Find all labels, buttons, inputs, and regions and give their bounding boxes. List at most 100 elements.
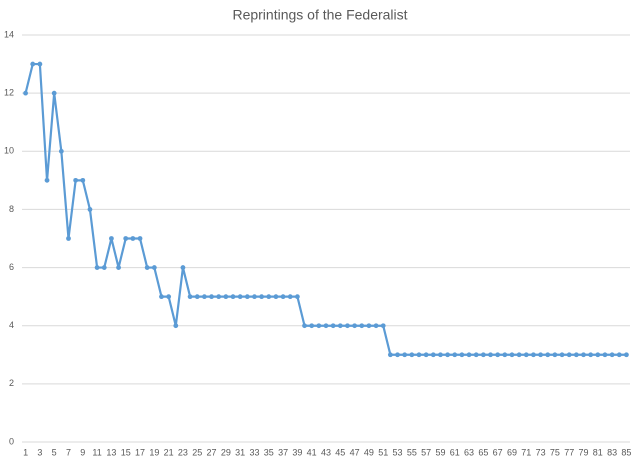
data-point	[166, 294, 172, 300]
data-point	[345, 323, 350, 329]
data-point	[202, 294, 207, 300]
data-point	[173, 323, 179, 329]
data-point	[523, 352, 529, 358]
data-point	[302, 323, 307, 329]
x-tick-label: 73	[536, 447, 546, 457]
data-point	[488, 352, 493, 358]
x-tick-label: 23	[178, 447, 188, 457]
data-point	[566, 352, 572, 358]
data-point	[273, 294, 279, 300]
data-point	[123, 236, 129, 241]
x-tick-label: 39	[292, 447, 302, 457]
x-tick-label: 15	[121, 447, 131, 457]
x-tick-label: 13	[106, 447, 116, 457]
data-point	[573, 352, 579, 358]
data-point	[409, 352, 415, 358]
data-point	[87, 207, 93, 212]
x-tick-label: 61	[450, 447, 460, 457]
x-tick-label: 19	[149, 447, 159, 457]
data-point	[294, 294, 300, 300]
x-tick-label: 81	[593, 447, 603, 457]
x-tick-label: 33	[249, 447, 259, 457]
data-point	[101, 265, 107, 270]
x-tick-label: 63	[464, 447, 474, 457]
data-point	[316, 323, 322, 329]
data-point	[559, 352, 565, 358]
y-tick-label: 8	[9, 204, 14, 214]
data-point	[373, 323, 379, 329]
data-point	[466, 352, 472, 358]
x-tick-label: 69	[507, 447, 517, 457]
y-tick-label: 2	[9, 378, 14, 388]
data-point	[187, 294, 193, 300]
data-point	[252, 294, 257, 300]
data-point	[445, 352, 450, 358]
x-tick-label: 67	[493, 447, 503, 457]
y-tick-label: 0	[9, 436, 14, 446]
x-tick-label: 7	[66, 447, 71, 457]
data-point	[423, 352, 429, 358]
x-tick-label: 51	[378, 447, 388, 457]
data-point	[552, 352, 558, 358]
data-point	[509, 352, 515, 358]
x-tick-label: 77	[564, 447, 574, 457]
x-tick-label: 21	[164, 447, 174, 457]
y-tick-label: 12	[4, 88, 14, 98]
x-tick-label: 47	[350, 447, 360, 457]
data-point	[280, 294, 286, 300]
data-point	[151, 265, 157, 270]
data-point	[531, 352, 536, 358]
data-point	[73, 177, 79, 183]
data-point	[380, 323, 386, 329]
data-point	[538, 352, 543, 358]
data-point	[58, 148, 64, 154]
data-point	[30, 61, 36, 67]
x-tick-label: 35	[264, 447, 274, 457]
data-point	[395, 352, 400, 358]
x-tick-label: 1	[23, 447, 28, 457]
data-point	[402, 352, 408, 358]
x-tick-label: 9	[80, 447, 85, 457]
data-point	[194, 294, 200, 300]
data-point	[366, 323, 372, 329]
x-tick-label: 43	[321, 447, 331, 457]
data-point	[130, 236, 136, 241]
data-point	[495, 352, 501, 358]
data-point	[387, 352, 393, 358]
data-point	[116, 265, 121, 270]
data-point	[137, 236, 143, 241]
data-point	[223, 294, 229, 300]
x-tick-label: 45	[335, 447, 345, 457]
data-point	[337, 323, 343, 329]
x-tick-label: 57	[421, 447, 431, 457]
x-tick-label: 65	[478, 447, 488, 457]
y-tick-label: 14	[4, 29, 14, 39]
data-point	[51, 90, 57, 96]
y-tick-label: 10	[4, 146, 14, 156]
x-tick-label: 49	[364, 447, 374, 457]
data-point	[37, 61, 43, 67]
x-tick-label: 79	[578, 447, 588, 457]
data-point	[452, 352, 458, 358]
data-point	[516, 352, 522, 358]
x-tick-label: 83	[607, 447, 617, 457]
data-point	[230, 294, 236, 300]
x-tick-label: 27	[207, 447, 217, 457]
data-point	[438, 352, 443, 358]
data-point	[330, 323, 336, 329]
x-tick-label: 31	[235, 447, 245, 457]
x-tick-label: 5	[52, 447, 57, 457]
data-point	[266, 294, 272, 300]
x-tick-label: 71	[521, 447, 531, 457]
x-tick-label: 3	[37, 447, 42, 457]
data-point	[80, 177, 86, 183]
data-point	[430, 352, 436, 358]
data-point	[287, 294, 293, 300]
data-point	[66, 236, 71, 241]
data-point	[359, 323, 365, 329]
x-tick-label: 85	[621, 447, 631, 457]
data-point	[159, 294, 164, 300]
chart-title: Reprintings of the Federalist	[232, 7, 407, 23]
data-point	[144, 265, 150, 270]
data-point	[473, 352, 479, 358]
